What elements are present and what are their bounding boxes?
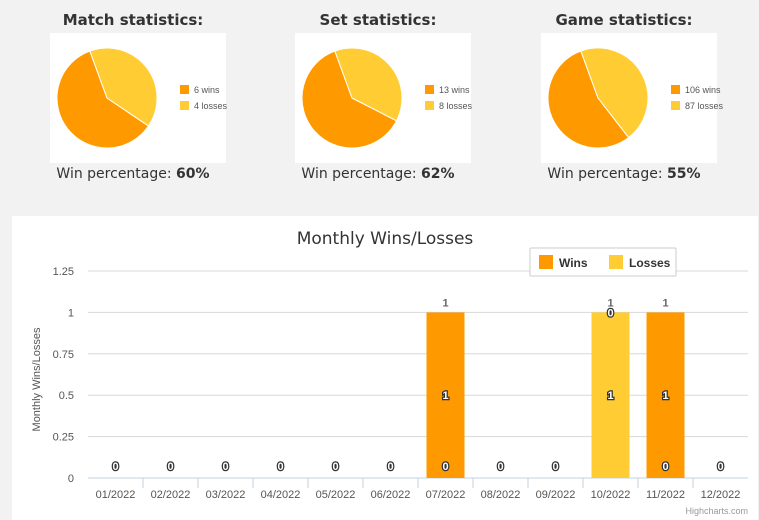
credits-link[interactable]: Highcharts.com: [685, 506, 748, 516]
pie-slice-wins[interactable]: [301, 50, 398, 149]
x-tick-label: 07/2022: [426, 489, 466, 501]
legend-item-losses[interactable]: 4 losses: [180, 101, 227, 111]
losses-swatch: [671, 101, 680, 110]
y-tick-label: 0.75: [53, 349, 74, 361]
monthly-chart-panel: Monthly Wins/Losses 0 0.25 0.5 0.75 1 1.25 Mont…: [12, 216, 758, 520]
legend-swatch: [609, 255, 623, 269]
x-tick-label: 11/2022: [646, 489, 685, 501]
losses-swatch: [425, 101, 434, 110]
legend-item-losses[interactable]: 8 losses: [425, 101, 472, 111]
match-statistics-block: Match statistics: 6 wins 4 losses Win pe…: [38, 0, 228, 182]
x-tick-label: 06/2022: [371, 489, 411, 501]
stack-total-label: 1: [662, 297, 668, 309]
legend-label: 106 wins: [685, 85, 721, 95]
set-statistics-block: Set statistics: 13 wins 8 losses Win per…: [283, 0, 473, 182]
y-axis-label: Monthly Wins/Losses: [31, 327, 43, 431]
win-percentage-value: 60%: [176, 166, 210, 182]
data-label: 0: [277, 461, 283, 473]
x-tick-label: 09/2022: [536, 489, 576, 501]
legend-label: Wins: [559, 256, 588, 270]
legend-label: Losses: [629, 256, 671, 270]
legend-item-losses[interactable]: 87 losses: [671, 101, 723, 111]
stat-title: Match statistics:: [62, 11, 204, 29]
wins-swatch: [425, 85, 434, 94]
chart-legend: Wins Losses: [529, 247, 677, 277]
data-label: 0: [662, 461, 668, 473]
bar-losses[interactable]: [591, 312, 630, 478]
win-percentage: Win percentage: 60%: [38, 166, 228, 182]
set-pie-chart: [301, 47, 403, 149]
y-tick-label: 0.25: [53, 432, 74, 444]
data-label: 0: [607, 307, 613, 319]
match-pie-chart: [56, 47, 158, 149]
win-percentage: Win percentage: 55%: [529, 166, 719, 182]
data-label: 0: [552, 461, 558, 473]
pie-slice-wins[interactable]: [56, 50, 150, 149]
stack-total-label: 1: [442, 297, 448, 309]
legend-label: 87 losses: [685, 101, 724, 111]
data-label: 0: [442, 461, 448, 473]
game-statistics-block: Game statistics: 106 wins 87 losses Win …: [529, 0, 723, 182]
x-tick-label: 02/2022: [151, 489, 191, 501]
x-tick-label: 01/2022: [96, 489, 136, 501]
wins-swatch: [180, 85, 189, 94]
win-percentage-label: Win percentage:: [547, 166, 668, 182]
x-tick-label: 12/2022: [701, 489, 741, 501]
x-tick-label: 04/2022: [261, 489, 301, 501]
data-label: 1: [662, 390, 668, 402]
losses-swatch: [180, 101, 189, 110]
y-tick-label: 0: [68, 473, 74, 485]
pie-slice-losses[interactable]: [89, 47, 158, 127]
win-percentage-label: Win percentage:: [56, 166, 177, 182]
set-pie-card: 13 wins 8 losses: [295, 33, 472, 163]
stat-title: Game statistics:: [555, 11, 693, 29]
legend-item-losses[interactable]: Losses: [609, 255, 671, 270]
pie-slice-wins[interactable]: [547, 50, 630, 149]
game-pie-card: 106 wins 87 losses: [541, 33, 723, 163]
legend-label: 4 losses: [194, 101, 228, 111]
data-label: 0: [222, 461, 228, 473]
y-tick-label: 0.5: [59, 390, 74, 402]
data-label: 1: [607, 390, 613, 402]
data-label: 0: [717, 461, 723, 473]
data-label: 1: [442, 390, 448, 402]
legend-label: 6 wins: [194, 85, 220, 95]
legend-item-wins[interactable]: 106 wins: [671, 85, 721, 95]
pie-slice-losses[interactable]: [580, 47, 649, 139]
data-label: 0: [332, 461, 338, 473]
chart-title: Monthly Wins/Losses: [297, 229, 474, 249]
y-tick-label: 1: [68, 307, 74, 319]
win-percentage-value: 55%: [667, 166, 701, 182]
pie-slice-losses[interactable]: [334, 47, 403, 122]
x-tick-label: 03/2022: [206, 489, 246, 501]
win-percentage-value: 62%: [421, 166, 455, 182]
legend-item-wins[interactable]: Wins: [539, 255, 588, 270]
legend-item-wins[interactable]: 13 wins: [425, 85, 470, 95]
data-label: 0: [497, 461, 503, 473]
win-percentage-label: Win percentage:: [301, 166, 422, 182]
x-tick-label: 10/2022: [591, 489, 631, 501]
stack-total-label: 1: [607, 297, 613, 309]
legend-label: 13 wins: [439, 85, 470, 95]
bar-wins[interactable]: [426, 312, 465, 478]
win-percentage: Win percentage: 62%: [283, 166, 473, 182]
data-label: 0: [112, 461, 118, 473]
data-label: 0: [387, 461, 393, 473]
stat-title: Set statistics:: [319, 11, 437, 29]
match-pie-card: 6 wins 4 losses: [50, 33, 227, 163]
y-tick-label: 1.25: [53, 266, 74, 278]
x-tick-label: 05/2022: [316, 489, 356, 501]
game-pie-chart: [547, 47, 649, 149]
wins-swatch: [671, 85, 680, 94]
legend-swatch: [539, 255, 553, 269]
monthly-wins-losses-chart: Monthly Wins/Losses 0 0.25 0.5 0.75 1 1.25 Mont…: [31, 229, 748, 501]
legend-label: 8 losses: [439, 101, 473, 111]
x-tick-label: 08/2022: [481, 489, 521, 501]
bar-wins[interactable]: [646, 312, 685, 478]
data-label: 0: [167, 461, 173, 473]
legend-item-wins[interactable]: 6 wins: [180, 85, 220, 95]
